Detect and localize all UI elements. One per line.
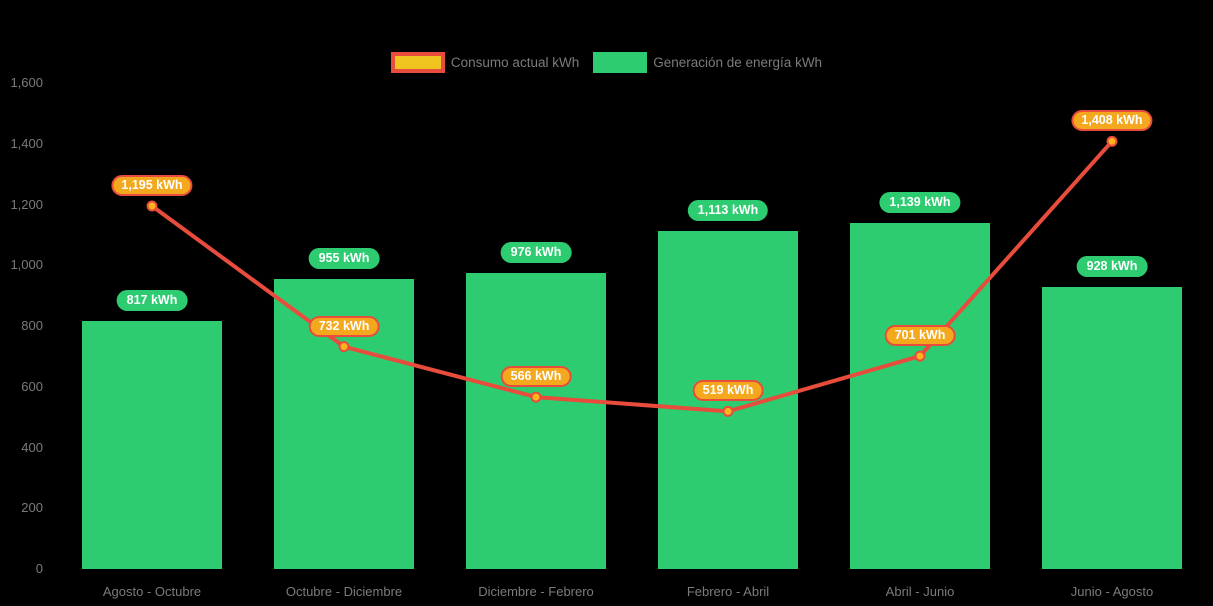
x-axis-label: Diciembre - Febrero <box>478 584 594 599</box>
x-axis-label: Abril - Junio <box>885 584 955 599</box>
x-axis-label: Octubre - Diciembre <box>285 584 403 599</box>
bar-value-label: 955 kWh <box>308 247 380 269</box>
consumo-value-label: 519 kWh <box>692 380 764 402</box>
bar-generacion[interactable] <box>82 320 222 569</box>
bar-value-label: 1,113 kWh <box>687 199 769 221</box>
line-marker[interactable] <box>1106 135 1118 147</box>
consumo-value-label: 1,408 kWh <box>1071 110 1153 132</box>
y-axis-tick-label: 1,600 <box>10 75 43 90</box>
y-axis-tick-label: 1,000 <box>10 257 43 273</box>
legend-item-generacion[interactable]: Generación de energía kWh <box>593 52 822 73</box>
line-marker[interactable] <box>146 200 158 212</box>
y-axis-tick-label: 1,200 <box>10 196 43 212</box>
x-axis-label: Agosto - Octubre <box>102 584 202 599</box>
line-marker[interactable] <box>530 391 542 403</box>
legend-label-generacion: Generación de energía kWh <box>653 55 823 70</box>
bar-value-label: 817 kWh <box>116 289 188 311</box>
x-axis-label: Junio - Agosto <box>1070 584 1154 599</box>
chart-legend: Consumo actual kWh Generación de energía… <box>0 52 1213 73</box>
consumo-value-label: 566 kWh <box>500 366 572 388</box>
consumo-value-label: 1,195 kWh <box>111 175 193 197</box>
y-axis-tick-label: 200 <box>21 500 43 516</box>
line-marker[interactable] <box>722 405 734 417</box>
y-axis-tick-label: 800 <box>21 318 43 333</box>
legend-item-consumo[interactable]: Consumo actual kWh <box>390 52 580 73</box>
generacion-swatch-icon <box>593 52 648 73</box>
consumo-swatch-icon <box>390 52 445 73</box>
y-axis-tick-label: 400 <box>21 439 43 455</box>
line-marker[interactable] <box>338 341 350 353</box>
consumo-value-label: 732 kWh <box>308 315 380 337</box>
bar-value-label: 1,139 kWh <box>879 192 961 214</box>
y-axis-tick-label: 1,400 <box>10 135 43 151</box>
consumo-value-label: 701 kWh <box>884 325 956 347</box>
legend-label-consumo: Consumo actual kWh <box>450 55 580 70</box>
x-axis-label: Febrero - Abril <box>686 584 770 599</box>
y-axis-tick-label: 0 <box>35 561 43 576</box>
bar-value-label: 976 kWh <box>500 241 572 263</box>
line-marker[interactable] <box>914 350 926 362</box>
bar-generacion[interactable] <box>466 272 606 569</box>
bar-generacion[interactable] <box>850 223 990 569</box>
bar-generacion[interactable] <box>1042 287 1182 569</box>
bar-value-label: 928 kWh <box>1076 256 1148 278</box>
consumo-line <box>150 139 1114 414</box>
y-axis-tick-label: 600 <box>21 378 43 394</box>
